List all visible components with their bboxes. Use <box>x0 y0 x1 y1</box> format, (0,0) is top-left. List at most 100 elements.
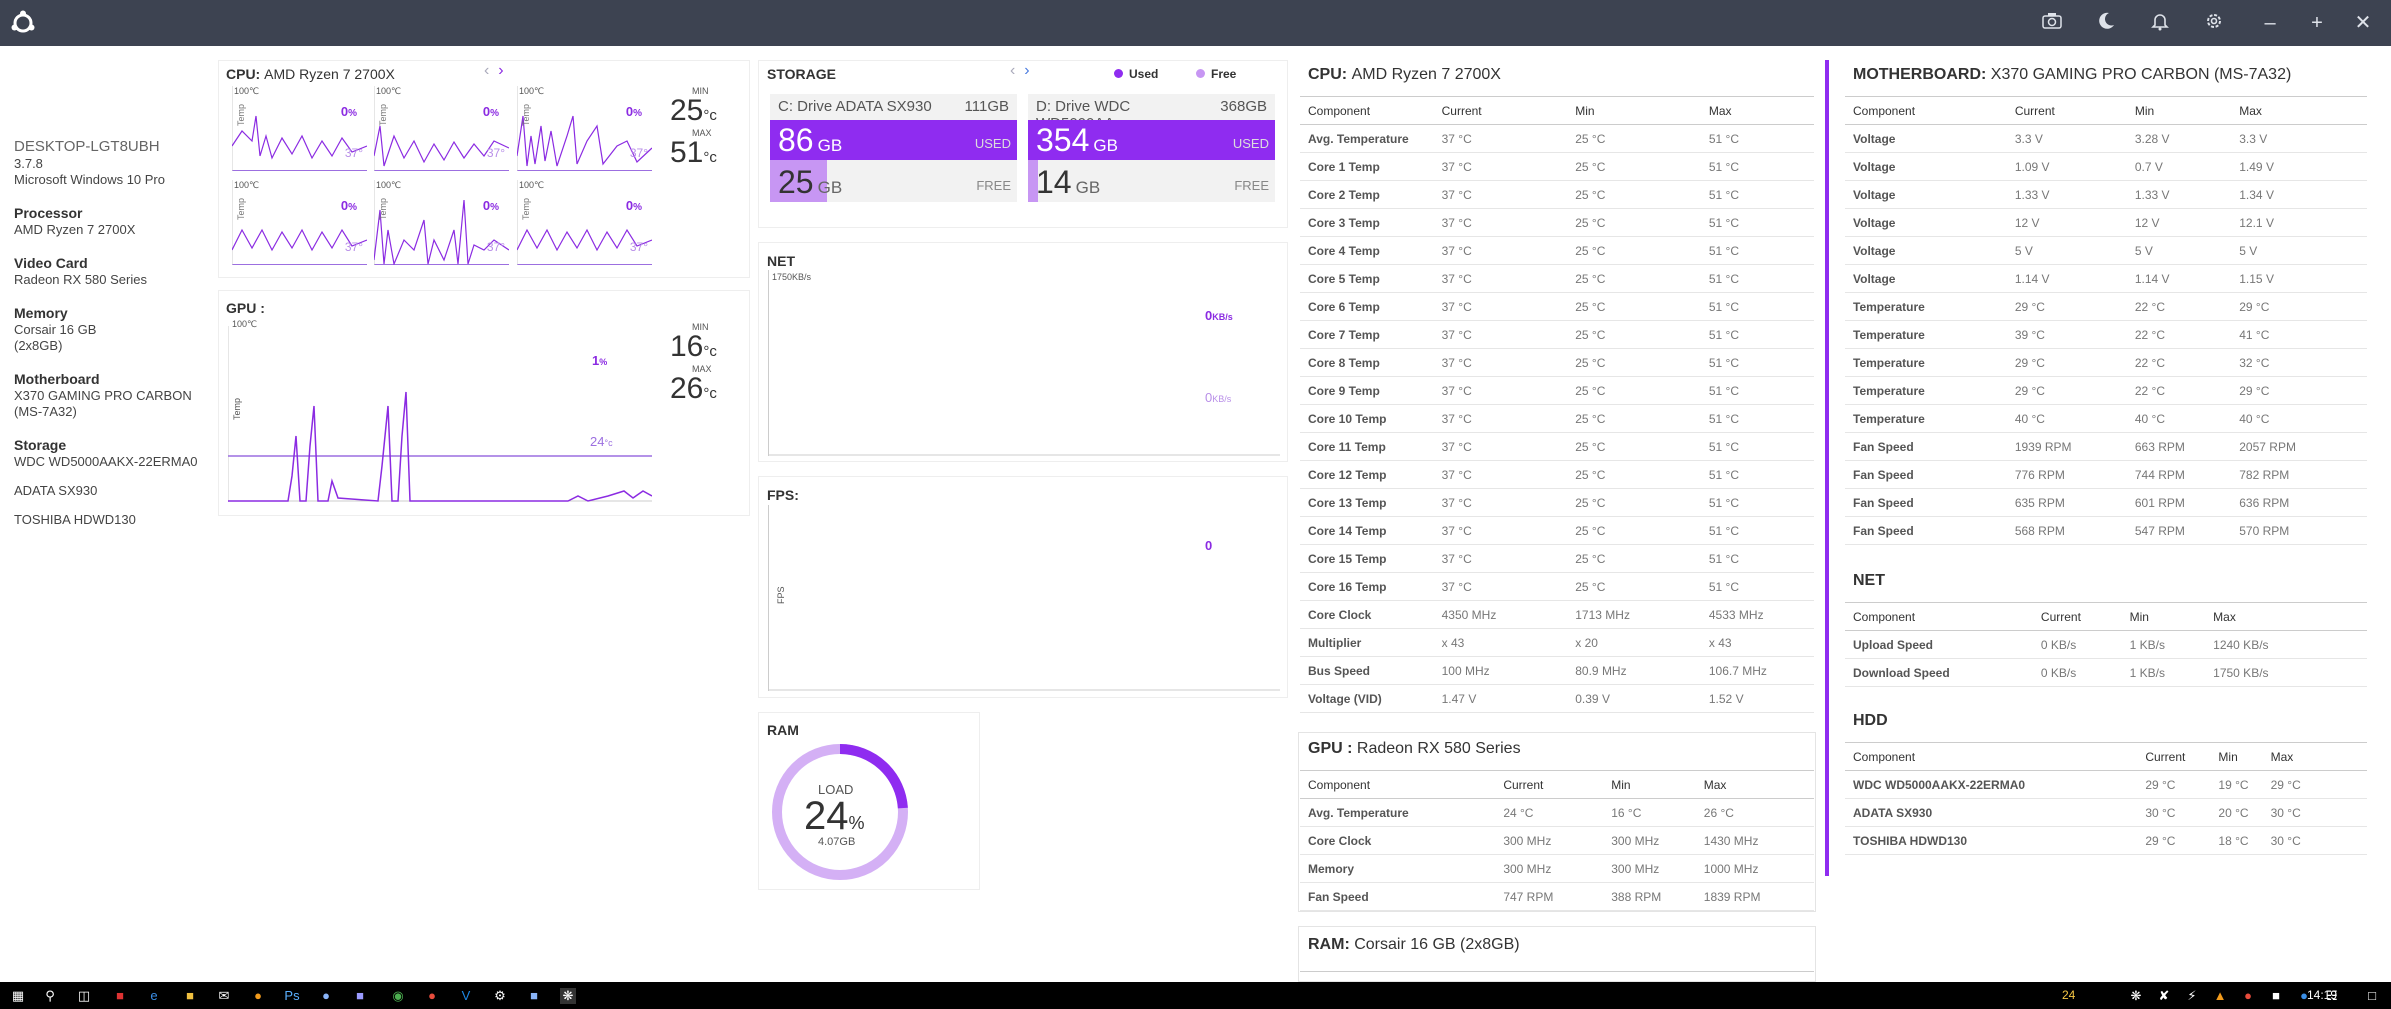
app-taskbar-icon[interactable]: ● <box>254 988 262 1003</box>
app-taskbar-icon[interactable]: ■ <box>530 988 538 1003</box>
tray-app-icon[interactable]: ▲ <box>2213 988 2227 1003</box>
edge-icon[interactable]: e <box>150 988 158 1003</box>
table-cell: 25 °C <box>1567 348 1701 377</box>
tray-app-icon[interactable]: ● <box>2300 988 2308 1003</box>
table-cell: Voltage <box>1845 180 2007 209</box>
table-cell: Core 10 Temp <box>1300 404 1434 433</box>
notifications-icon[interactable]: □ <box>2368 988 2376 1003</box>
table-cell: 4533 MHz <box>1700 600 1814 629</box>
app-taskbar-icon[interactable]: ■ <box>356 988 364 1003</box>
folder-icon[interactable]: ■ <box>186 988 194 1003</box>
cpu-core-load: 0% <box>625 198 642 213</box>
ram-donut <box>772 744 908 880</box>
net-table-title: NET <box>1853 572 1885 589</box>
table-cell: Core 3 Temp <box>1300 208 1434 237</box>
table-row: Core Clock 4350 MHz 1713 MHz 4533 MHz <box>1300 600 1814 629</box>
table-cell: Download Speed <box>1845 658 2033 687</box>
table-cell: 25 °C <box>1567 152 1701 181</box>
tray-app-icon[interactable]: ✘ <box>2158 988 2170 1003</box>
tray-app-icon[interactable]: ■ <box>2272 988 2280 1003</box>
network-icon[interactable]: ☷ <box>2326 988 2338 1003</box>
task-view-icon[interactable]: ◫ <box>77 988 91 1003</box>
windows-start-icon[interactable]: ▦ <box>11 988 25 1003</box>
table-cell: Fan Speed <box>1845 516 2007 545</box>
legend-free: Free <box>1196 67 1236 81</box>
table-cell: Core 12 Temp <box>1300 460 1434 489</box>
taskbar-clock[interactable]: 14:19 <box>2306 988 2337 1002</box>
drive-used-bar: 86 GB USED <box>770 120 1017 160</box>
table-cell: 80.9 MHz <box>1567 656 1701 685</box>
table-cell: 776 RPM <box>2006 460 2127 489</box>
column-header: Current <box>1433 96 1568 125</box>
cpu-core-scale: 100℃ <box>519 86 545 96</box>
gpu-temp-min: MIN 16°c <box>670 322 717 363</box>
table-cell: Core 8 Temp <box>1300 348 1434 377</box>
table-row: Temperature 29 °C 22 °C 29 °C <box>1845 376 2367 405</box>
motherboard-table: MOTHERBOARD: X370 GAMING PRO CARBON (MS-… <box>1845 60 2367 545</box>
legend-free-dot <box>1196 69 1205 78</box>
table-cell: Voltage <box>1845 208 2007 237</box>
table-cell: 30 °C <box>2262 826 2367 855</box>
table-cell: 24 °C <box>1495 798 1604 827</box>
search-icon[interactable]: ⚲ <box>45 988 55 1003</box>
column-header: Component <box>1300 770 1496 799</box>
ram-table-title: RAM: Corsair 16 GB (2x8GB) <box>1300 930 1814 972</box>
table-cell: 29 °C <box>2137 770 2211 799</box>
next-arrow-icon[interactable]: › <box>1024 62 1030 79</box>
active-app-icon[interactable]: ❋ <box>560 988 576 1004</box>
tray-app-icon[interactable]: ● <box>2244 988 2252 1003</box>
cpu-core-temp-axis: Temp <box>378 103 388 126</box>
moon-icon[interactable] <box>2093 10 2119 36</box>
prev-arrow-icon[interactable]: ‹ <box>1010 62 1016 79</box>
maximize-icon[interactable]: + <box>2311 12 2323 34</box>
table-cell: 26 °C <box>1695 798 1814 827</box>
tray-app-icon[interactable]: ⚡ <box>2187 988 2197 1003</box>
minimize-icon[interactable]: – <box>2264 12 2276 34</box>
table-cell: 568 RPM <box>2006 516 2127 545</box>
app-taskbar-icon[interactable]: ● <box>322 988 330 1003</box>
column-header: Max <box>1700 96 1814 125</box>
cpu-core-line <box>232 180 367 265</box>
chrome-icon[interactable]: ◉ <box>392 988 404 1003</box>
table-cell: 37 °C <box>1433 236 1568 265</box>
next-arrow-icon[interactable]: › <box>498 62 504 79</box>
bell-icon[interactable] <box>2147 10 2173 36</box>
gear-icon[interactable] <box>2201 10 2227 36</box>
table-row: Voltage 12 V 12 V 12.1 V <box>1845 208 2367 237</box>
gpu-panel-title: GPU : <box>226 300 265 316</box>
table-cell: 1.14 V <box>2006 264 2127 293</box>
tray-app-icon[interactable]: ❋ <box>2130 988 2142 1003</box>
table-cell: 1.15 V <box>2231 264 2367 293</box>
cpu-core-graph: 100℃ Temp 0% 37° <box>374 180 509 265</box>
close-icon[interactable]: ✕ <box>2354 12 2372 34</box>
steam-icon[interactable]: ⚙ <box>494 988 506 1003</box>
table-cell: Voltage <box>1845 124 2007 153</box>
hostname: DESKTOP-LGT8UBH <box>14 138 160 155</box>
table-row: Core 5 Temp 37 °C 25 °C 51 °C <box>1300 264 1814 293</box>
drive-free-bar: 25 GB FREE <box>770 160 1017 202</box>
table-cell: Fan Speed <box>1845 488 2007 517</box>
screenshot-icon[interactable] <box>2039 10 2065 36</box>
app-taskbar-icon[interactable]: ● <box>428 988 436 1003</box>
table-cell: 37 °C <box>1433 572 1568 601</box>
table-cell: 0.7 V <box>2126 152 2232 181</box>
column-header: Max <box>2262 742 2367 771</box>
table-row: Avg. Temperature 37 °C 25 °C 51 °C <box>1300 124 1814 153</box>
mail-icon[interactable]: ✉ <box>218 988 230 1003</box>
table-row: Fan Speed 635 RPM 601 RPM 636 RPM <box>1845 488 2367 517</box>
photoshop-icon[interactable]: Ps <box>284 988 300 1003</box>
table-cell: 25 °C <box>1567 180 1701 209</box>
table-row: Core 13 Temp 37 °C 25 °C 51 °C <box>1300 488 1814 517</box>
table-cell: 25 °C <box>1567 236 1701 265</box>
table-cell: 22 °C <box>2126 292 2232 321</box>
table-cell: 22 °C <box>2126 320 2232 349</box>
cpu-table-title: CPU: AMD Ryzen 7 2700X <box>1308 66 1501 83</box>
app-taskbar-icon[interactable]: ■ <box>116 988 124 1003</box>
table-cell: 547 RPM <box>2126 516 2232 545</box>
table-cell: 1 KB/s <box>2121 658 2206 687</box>
column-header: Max <box>1695 770 1814 799</box>
prev-arrow-icon[interactable]: ‹ <box>484 62 490 79</box>
table-cell: 41 °C <box>2231 320 2367 349</box>
os-name: Microsoft Windows 10 Pro <box>14 172 165 187</box>
app-taskbar-icon[interactable]: V <box>461 988 471 1003</box>
